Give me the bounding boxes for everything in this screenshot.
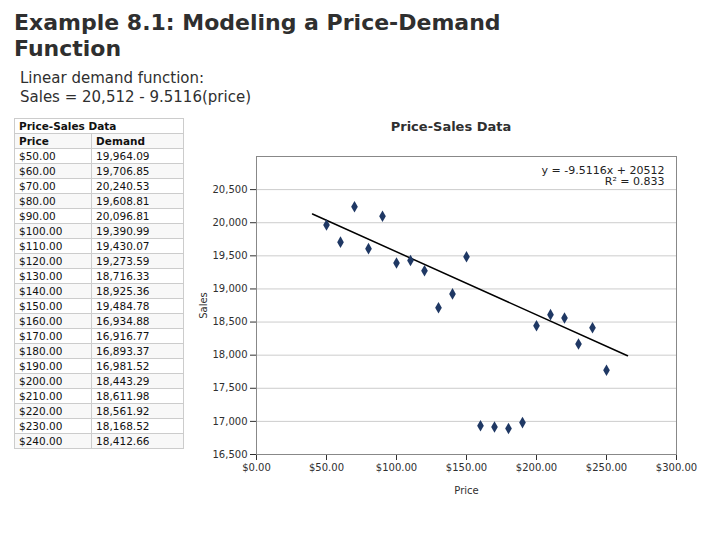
html-text:$190.00: $190.00 bbox=[19, 359, 63, 372]
html-text:Price-Sales Data: Price-Sales Data bbox=[390, 118, 512, 134]
html-text:$240.00: $240.00 bbox=[19, 434, 63, 447]
html-text:20,240.53: 20,240.53 bbox=[96, 179, 150, 192]
html-text:19,706.85: 19,706.85 bbox=[96, 164, 150, 177]
html-text:16,893.37: 16,893.37 bbox=[96, 344, 150, 357]
svg-text:20,000: 20,000 bbox=[213, 217, 248, 228]
svg-text:19,500: 19,500 bbox=[213, 250, 248, 261]
html-text:$50.00: $50.00 bbox=[19, 149, 56, 162]
html-text:Demand: Demand bbox=[96, 134, 145, 147]
html-text:$60.00: $60.00 bbox=[19, 164, 56, 177]
html-text:19,390.99: 19,390.99 bbox=[96, 224, 150, 237]
html-text:$130.00: $130.00 bbox=[19, 269, 63, 282]
svg-text:y = -9.5116x + 20512R² = 0.833: y = -9.5116x + 20512R² = 0.833 bbox=[542, 164, 665, 188]
html-text:$140.00: $140.00 bbox=[19, 284, 63, 297]
svg-text:16,500: 16,500 bbox=[213, 448, 248, 459]
svg-text:19,000: 19,000 bbox=[213, 283, 248, 294]
html-text:$160.00: $160.00 bbox=[19, 314, 63, 327]
svg-text:$200.00: $200.00 bbox=[516, 461, 557, 472]
html-text:16,934.88: 16,934.88 bbox=[96, 314, 150, 327]
html-text:Price: Price bbox=[19, 134, 49, 147]
html-text:$210.00: $210.00 bbox=[19, 389, 63, 402]
html-text:Example 8.1: Modeling a Price-: Example 8.1: Modeling a Price-Demand bbox=[14, 10, 501, 35]
html-text:16,916.77: 16,916.77 bbox=[96, 329, 150, 342]
html-text:19,430.07: 19,430.07 bbox=[96, 239, 150, 252]
svg-text:18,500: 18,500 bbox=[213, 316, 248, 327]
html-text:$80.00: $80.00 bbox=[19, 194, 56, 207]
html-text:20,096.81: 20,096.81 bbox=[96, 209, 150, 222]
html-text:18,925.36: 18,925.36 bbox=[96, 284, 150, 297]
html-text:19,964.09: 19,964.09 bbox=[96, 149, 150, 162]
html-text:18,443.29: 18,443.29 bbox=[96, 374, 150, 387]
html-text:Price-Sales Data: Price-Sales Data bbox=[19, 119, 117, 132]
html-text:$70.00: $70.00 bbox=[19, 179, 56, 192]
html-text:$200.00: $200.00 bbox=[19, 374, 63, 387]
html-text:19,484.78: 19,484.78 bbox=[96, 299, 150, 312]
html-text:Sales = 20,512 - 9.5116(price): Sales = 20,512 - 9.5116(price) bbox=[20, 88, 251, 107]
svg-text:$100.00: $100.00 bbox=[376, 461, 417, 472]
html-text:18,168.52: 18,168.52 bbox=[96, 419, 150, 432]
svg-text:$300.00: $300.00 bbox=[656, 461, 697, 472]
html-text:$170.00: $170.00 bbox=[19, 329, 63, 342]
html-text:Function: Function bbox=[14, 36, 122, 62]
svg-text:18,000: 18,000 bbox=[213, 349, 248, 360]
svg-text:$150.00: $150.00 bbox=[446, 461, 487, 472]
html-text:$100.00: $100.00 bbox=[19, 224, 63, 237]
svg-text:20,500: 20,500 bbox=[213, 184, 248, 195]
svg-text:Sales: Sales bbox=[198, 292, 209, 319]
html-text:18,716.33: 18,716.33 bbox=[96, 269, 150, 282]
svg-text:$250.00: $250.00 bbox=[586, 461, 627, 472]
html-text:16,981.52: 16,981.52 bbox=[96, 359, 150, 372]
svg-text:$0.00: $0.00 bbox=[242, 461, 271, 472]
svg-text:$50.00: $50.00 bbox=[309, 461, 344, 472]
html-text:18,611.98: 18,611.98 bbox=[96, 389, 150, 402]
html-text:19,608.81: 19,608.81 bbox=[96, 194, 150, 207]
html-text:$150.00: $150.00 bbox=[19, 299, 63, 312]
html-text:Linear demand function:: Linear demand function: bbox=[20, 68, 205, 87]
html-text:$90.00: $90.00 bbox=[19, 209, 56, 222]
svg-text:17,000: 17,000 bbox=[213, 415, 248, 426]
html-text:$220.00: $220.00 bbox=[19, 404, 63, 417]
svg-text:17,500: 17,500 bbox=[213, 382, 248, 393]
svg-text:Price: Price bbox=[454, 484, 478, 495]
html-text:18,561.92: 18,561.92 bbox=[96, 404, 150, 417]
html-text:$180.00: $180.00 bbox=[19, 344, 63, 357]
html-text:$120.00: $120.00 bbox=[19, 254, 63, 267]
html-text:18,412.66: 18,412.66 bbox=[96, 434, 150, 447]
html-text:19,273.59: 19,273.59 bbox=[96, 254, 150, 267]
html-text:$230.00: $230.00 bbox=[19, 419, 63, 432]
html-text:$110.00: $110.00 bbox=[19, 239, 63, 252]
